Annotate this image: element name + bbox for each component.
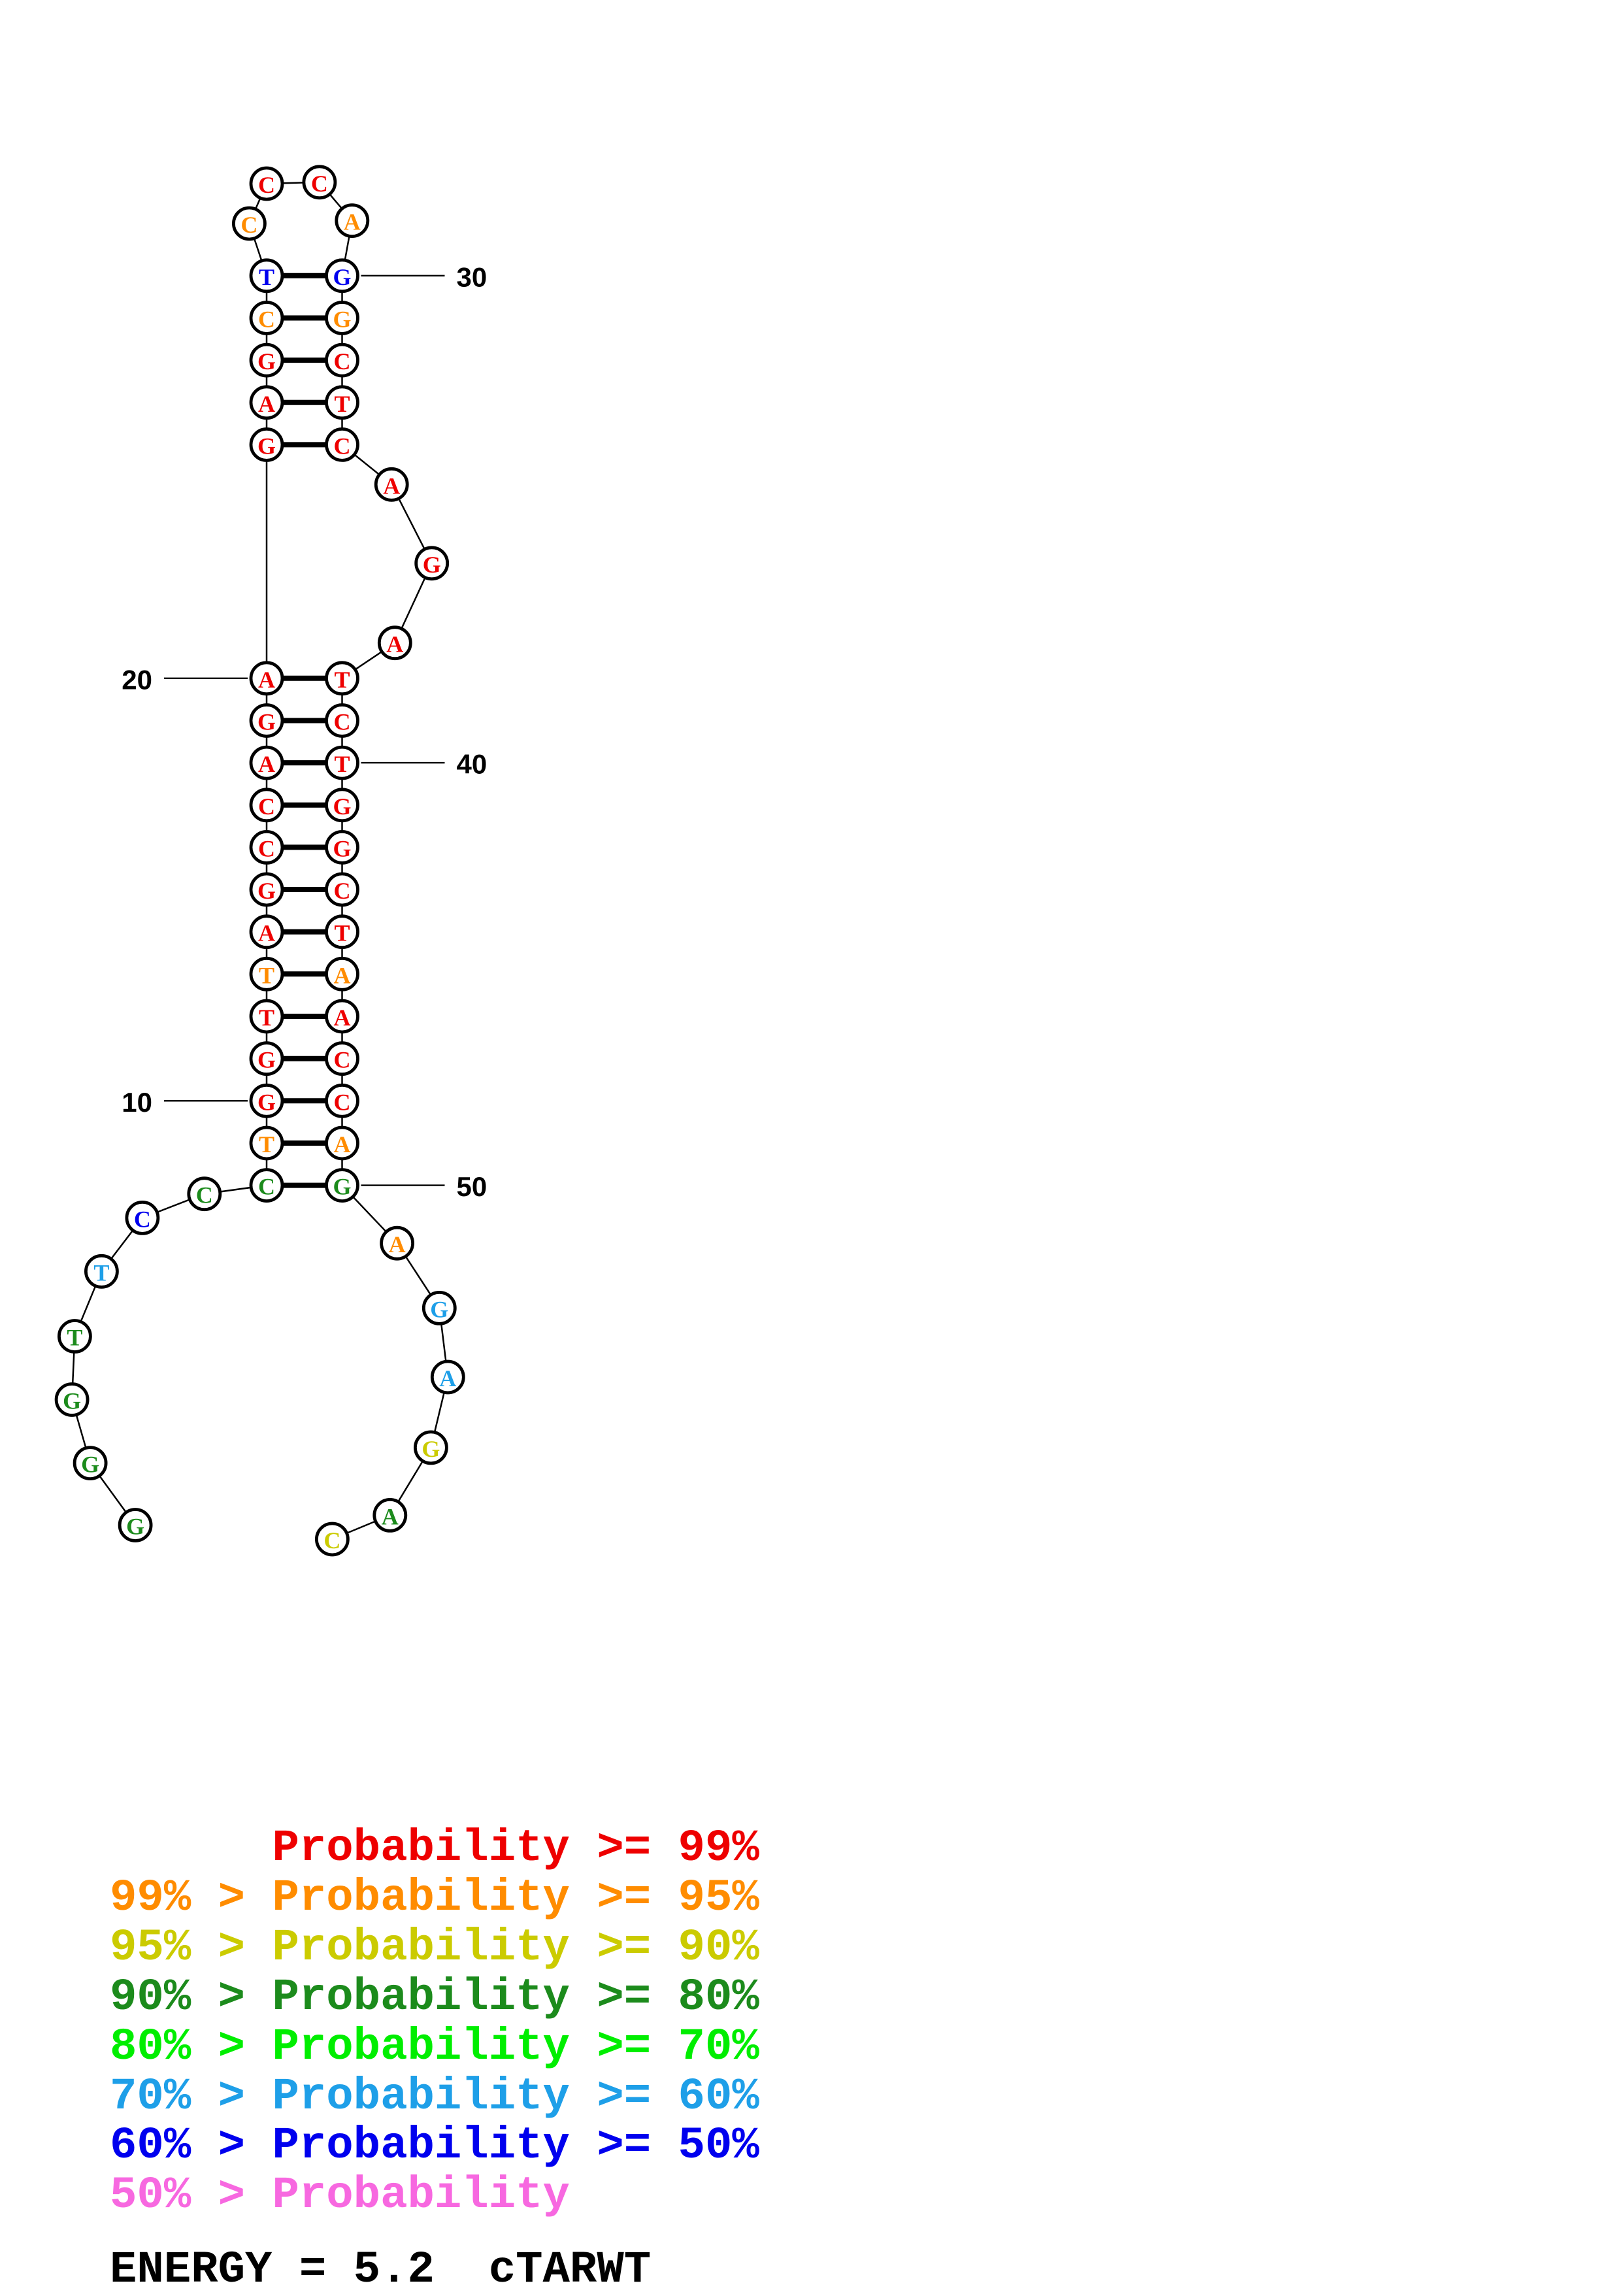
svg-text:T: T: [259, 962, 274, 988]
svg-text:A: A: [344, 209, 361, 235]
svg-text:G: G: [257, 1089, 276, 1115]
svg-text:A: A: [389, 1231, 406, 1257]
svg-text:C: C: [258, 1174, 275, 1200]
svg-text:G: G: [430, 1296, 448, 1322]
svg-text:C: C: [258, 172, 275, 198]
svg-text:G: G: [423, 552, 441, 578]
svg-text:A: A: [382, 1503, 399, 1529]
svg-text:G: G: [257, 1047, 276, 1073]
svg-text:C: C: [334, 1047, 351, 1073]
svg-text:G: G: [333, 793, 351, 820]
svg-text:A: A: [258, 920, 275, 946]
svg-text:C: C: [240, 212, 257, 238]
svg-text:G: G: [257, 878, 276, 904]
svg-text:C: C: [323, 1527, 340, 1554]
svg-text:G: G: [333, 1174, 351, 1200]
svg-text:50: 50: [457, 1171, 488, 1202]
svg-text:20: 20: [122, 664, 152, 695]
svg-text:G: G: [63, 1388, 81, 1414]
svg-text:10: 10: [122, 1087, 152, 1118]
svg-text:C: C: [258, 793, 275, 820]
svg-text:A: A: [334, 962, 351, 988]
svg-text:A: A: [386, 631, 403, 657]
svg-text:C: C: [334, 348, 351, 374]
svg-text:C: C: [334, 1089, 351, 1115]
svg-text:T: T: [259, 1131, 274, 1157]
svg-text:A: A: [258, 667, 275, 693]
svg-text:G: G: [126, 1514, 144, 1540]
svg-text:30: 30: [457, 261, 488, 292]
svg-text:G: G: [257, 433, 276, 459]
svg-text:T: T: [334, 667, 350, 693]
svg-text:G: G: [257, 709, 276, 735]
svg-text:G: G: [333, 307, 351, 333]
svg-text:C: C: [334, 433, 351, 459]
svg-text:A: A: [334, 1005, 351, 1031]
svg-text:C: C: [134, 1206, 151, 1232]
svg-text:C: C: [196, 1182, 213, 1208]
svg-text:G: G: [81, 1452, 99, 1478]
svg-text:C: C: [258, 835, 275, 861]
svg-text:A: A: [383, 473, 400, 499]
svg-text:T: T: [334, 751, 350, 777]
svg-text:A: A: [258, 391, 275, 417]
svg-text:C: C: [311, 171, 328, 197]
svg-text:A: A: [258, 751, 275, 777]
svg-text:T: T: [67, 1325, 82, 1351]
svg-text:T: T: [259, 1005, 274, 1031]
svg-text:C: C: [334, 709, 351, 735]
svg-text:C: C: [334, 878, 351, 904]
svg-text:T: T: [93, 1259, 109, 1286]
svg-text:G: G: [422, 1436, 440, 1462]
svg-text:G: G: [333, 264, 351, 290]
svg-text:T: T: [334, 391, 350, 417]
svg-text:G: G: [257, 348, 276, 374]
svg-text:C: C: [258, 307, 275, 333]
svg-text:T: T: [259, 264, 274, 290]
svg-text:A: A: [439, 1365, 456, 1391]
svg-text:G: G: [333, 835, 351, 861]
svg-text:T: T: [334, 920, 350, 946]
svg-text:40: 40: [457, 749, 488, 780]
svg-text:A: A: [334, 1131, 351, 1157]
